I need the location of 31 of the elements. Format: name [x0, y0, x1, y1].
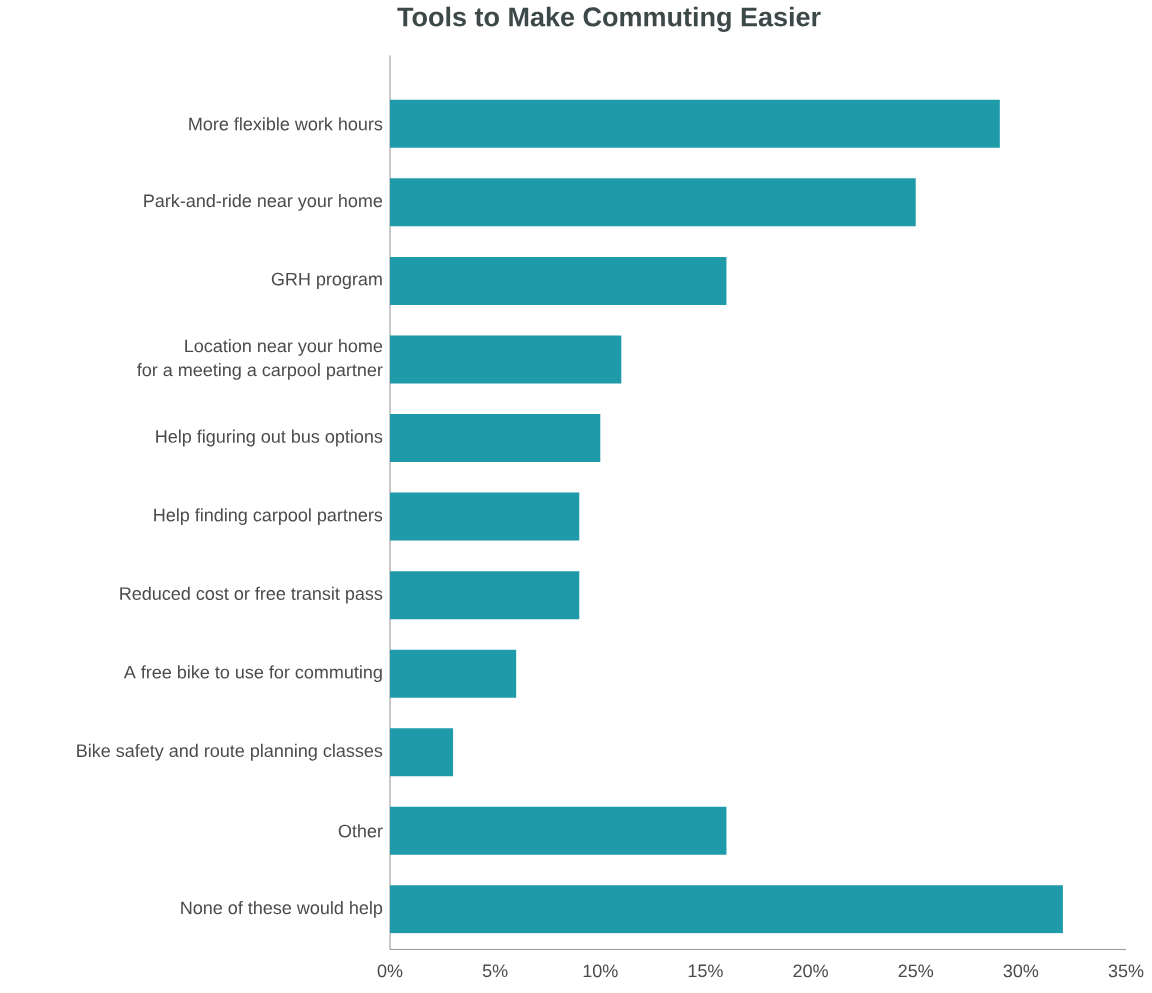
y-tick-label: Help finding carpool partners: [154, 507, 383, 525]
bar: [390, 806, 727, 855]
y-tick-label: Reduced cost or free transit pass: [120, 586, 383, 604]
y-tick-label: Help figuring out bus options: [156, 429, 383, 447]
x-tick-label: 0%: [377, 964, 403, 978]
y-tick-label: More flexible work hours: [189, 116, 383, 131]
bar: [390, 413, 601, 462]
y-tick-label: None of these would help: [181, 900, 383, 918]
bar: [390, 570, 580, 619]
bar: [390, 178, 916, 227]
x-tick-label: 25%: [898, 964, 934, 978]
bar: [390, 492, 580, 541]
bar: [390, 885, 1063, 934]
x-tick-label: 30%: [1003, 964, 1039, 978]
bar: [390, 649, 517, 698]
chart-title: Tools to Make Commuting Easier: [397, 6, 821, 32]
y-tick-label: Other: [338, 823, 383, 838]
bar: [390, 728, 454, 777]
x-tick-label: 10%: [583, 964, 618, 978]
y-tick-label: GRH program: [271, 272, 382, 289]
x-tick-label: 5%: [482, 964, 508, 977]
y-tick-label: Park-and-ride near your home: [144, 193, 383, 211]
y-tick-label: Bike safety and route planning classes: [77, 743, 383, 761]
y-tick-label: Location near your home for a meeting a carpool partner: [137, 338, 383, 380]
bar: [390, 99, 1000, 148]
y-tick-label: A free bike to use for commuting: [123, 665, 382, 682]
bar: [390, 335, 622, 384]
bar: [390, 256, 727, 305]
x-tick-label: 35%: [1108, 964, 1144, 978]
x-tick-label: 20%: [793, 964, 828, 978]
x-tick-label: 15%: [688, 964, 723, 977]
